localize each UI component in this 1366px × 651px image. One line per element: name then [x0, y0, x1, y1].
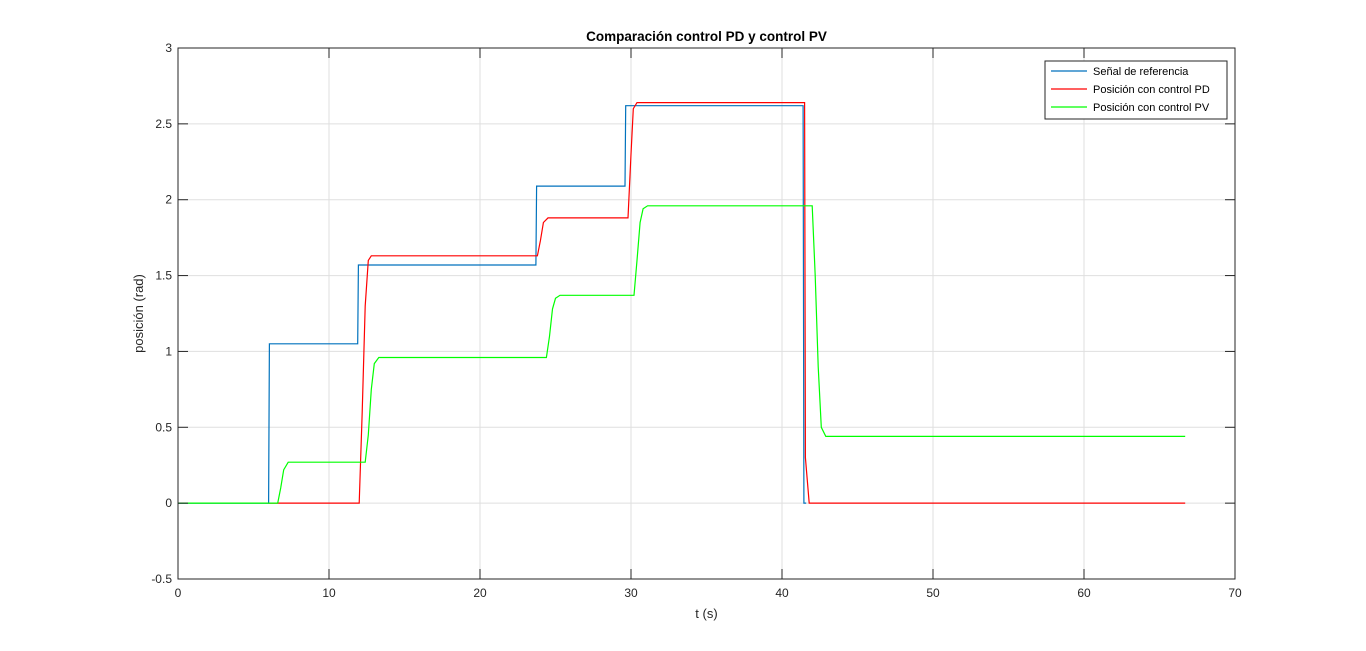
x-tick-label: 40: [775, 586, 789, 600]
legend-entry-label: Posición con control PV: [1093, 102, 1210, 114]
legend: Señal de referencia Posición con control …: [1044, 60, 1228, 120]
y-tick-label: -0.5: [151, 572, 172, 586]
y-tick-label: 1: [165, 344, 172, 358]
y-tick-label: 2: [165, 193, 172, 207]
axes-box: [177, 47, 1236, 580]
ticks: 0 10 20 30 40 50 60 70-0.500.511.522.53: [151, 41, 1242, 600]
x-tick-label: 30: [624, 586, 638, 600]
x-tick-label: 70: [1228, 586, 1242, 600]
chart-title: Comparación control PD y control PV: [586, 29, 827, 44]
x-tick-label: 50: [926, 586, 940, 600]
y-tick-label: 1.5: [155, 269, 172, 283]
legend-entry-label: Posición con control PD: [1093, 84, 1210, 96]
series-lines: [178, 101, 1186, 504]
series-line-2: [268, 101, 1186, 504]
x-axis-label: t (s): [695, 606, 717, 621]
y-axis-label: posición (rad): [131, 274, 146, 353]
x-tick-label: 10: [322, 586, 336, 600]
y-tick-label: 2.5: [155, 117, 172, 131]
legend-entry-label: Señal de referencia: [1093, 66, 1189, 78]
series-line-1: [178, 105, 807, 504]
x-tick-label: 0: [175, 586, 182, 600]
x-tick-label: 60: [1077, 586, 1091, 600]
y-tick-label: 3: [165, 41, 172, 55]
plot-area: [178, 48, 1235, 579]
series-line-3: [178, 205, 1186, 504]
x-tick-label: 20: [473, 586, 487, 600]
y-tick-label: 0.5: [155, 420, 172, 434]
y-tick-label: 0: [165, 496, 172, 510]
